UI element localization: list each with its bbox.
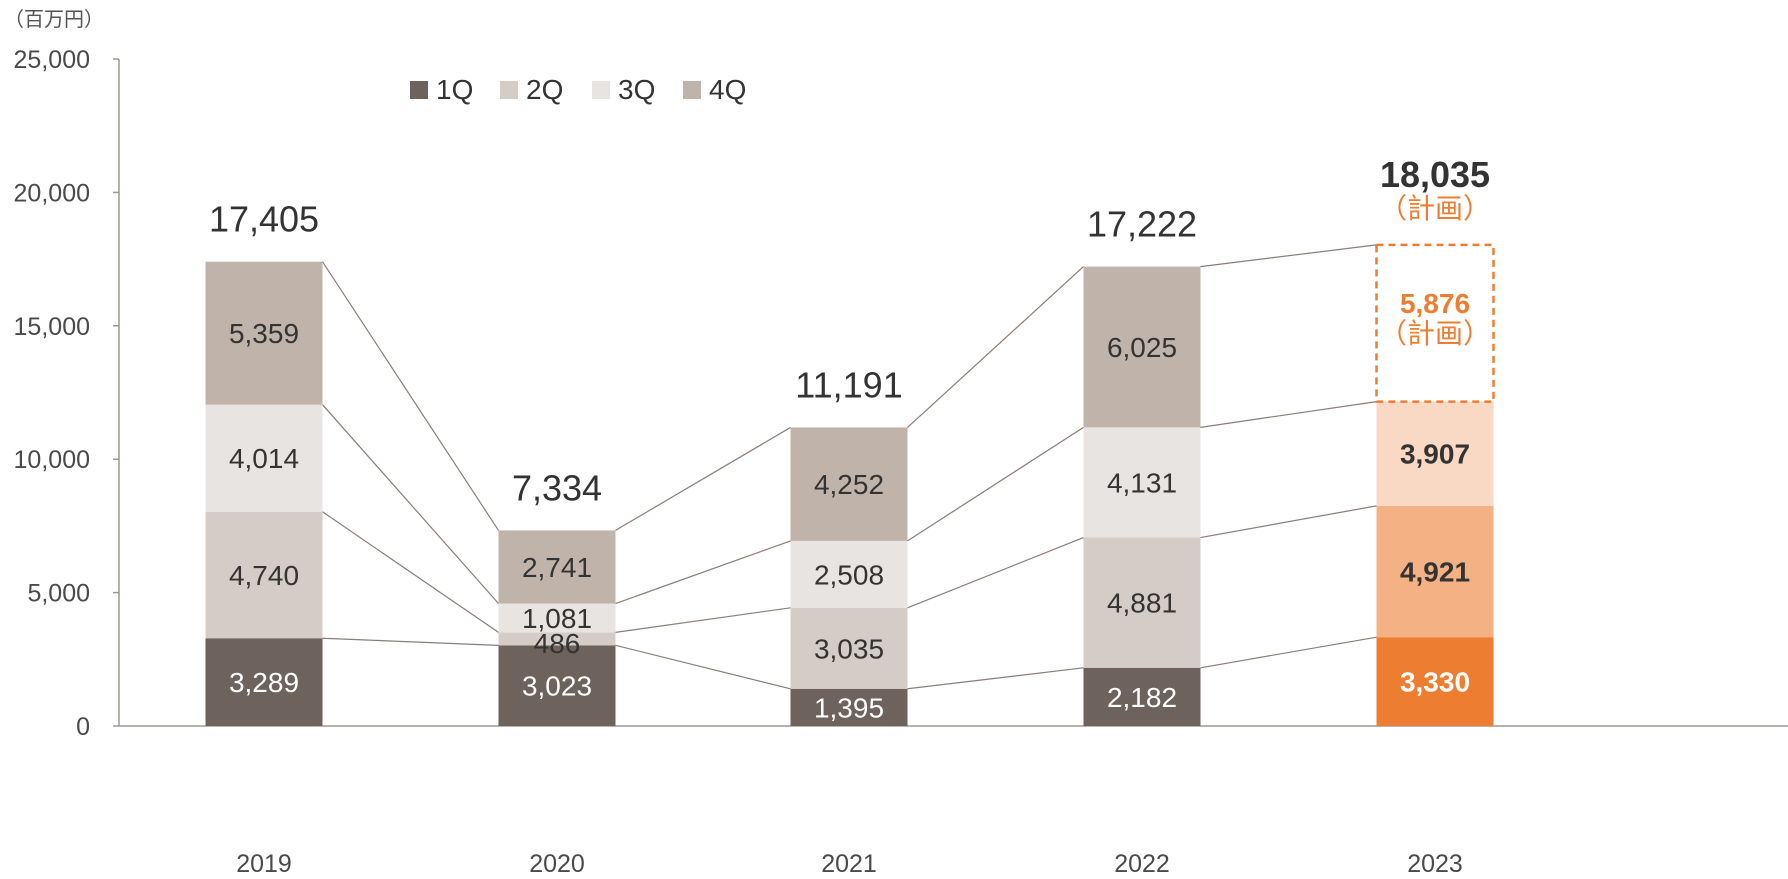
connector-2020-4Q	[615, 426, 791, 531]
bar-2023-3Q	[1376, 401, 1494, 506]
data-label-2021-3Q: 2,508	[814, 559, 884, 590]
y-tick-label: 5,000	[27, 580, 90, 608]
data-label-2021-1Q: 1,395	[814, 692, 884, 723]
data-label-2020-4Q: 2,741	[522, 552, 592, 583]
x-tick-label: 2022	[1114, 850, 1170, 878]
connector-2022-1Q	[1200, 636, 1377, 669]
bar-2022-1Q	[1083, 667, 1201, 726]
bar-2020-1Q	[498, 645, 616, 726]
legend-label-1Q: 1Q	[436, 74, 473, 105]
data-label-2019-1Q: 3,289	[229, 667, 299, 698]
bar-2021-2Q	[790, 607, 908, 689]
legend-label-4Q: 4Q	[709, 74, 746, 105]
data-label-2023-2Q: 4,921	[1400, 557, 1470, 588]
total-label-2022: 17,222	[1087, 204, 1197, 245]
data-label-2020-3Q: 1,081	[522, 603, 592, 634]
x-tick-label: 2019	[236, 850, 292, 878]
data-label-2022-3Q: 4,131	[1107, 467, 1177, 498]
bar-2019-4Q	[205, 261, 323, 405]
plan-note-4q: （計画）	[1379, 318, 1491, 349]
data-label-2023-4Q: 5,876	[1400, 288, 1470, 319]
connector-2021-2Q	[907, 537, 1084, 609]
legend-label-3Q: 3Q	[618, 74, 655, 105]
total-label-2019: 17,405	[209, 199, 319, 240]
connector-2021-1Q	[907, 667, 1084, 690]
x-tick-label: 2021	[821, 850, 877, 878]
y-tick-label: 10,000	[14, 446, 90, 474]
bar-2022-3Q	[1083, 427, 1201, 538]
legend-swatch-1Q	[410, 81, 428, 99]
bar-2021-3Q	[790, 540, 908, 608]
x-tick-label: 2023	[1407, 850, 1463, 878]
data-label-2019-4Q: 5,359	[229, 318, 299, 349]
data-label-2019-2Q: 4,740	[229, 560, 299, 591]
y-tick-label: 0	[76, 713, 90, 741]
bar-2022-2Q	[1083, 537, 1201, 668]
legend-swatch-3Q	[592, 81, 610, 99]
total-label-2023: 18,035	[1380, 154, 1490, 195]
connector-2020-1Q	[615, 644, 791, 690]
connector-2021-4Q	[907, 266, 1084, 428]
connector-2022-2Q	[1200, 505, 1377, 539]
bar-2019-3Q	[205, 404, 323, 512]
bar-2023-1Q	[1376, 637, 1494, 726]
bar-2022-4Q	[1083, 266, 1201, 428]
connector-2022-4Q	[1200, 244, 1377, 268]
bar-2020-3Q	[498, 603, 616, 633]
data-label-2020-2Q: 486	[534, 628, 581, 659]
bar-2021-4Q	[790, 427, 908, 541]
connector-2019-2Q	[322, 511, 499, 633]
legend-swatch-2Q	[500, 81, 518, 99]
legend-label-2Q: 2Q	[526, 74, 563, 105]
data-label-2022-2Q: 4,881	[1107, 588, 1177, 619]
y-tick-label: 20,000	[14, 179, 90, 207]
connector-2020-2Q	[615, 607, 791, 633]
connector-2022-3Q	[1200, 401, 1377, 428]
connector-2019-1Q	[322, 637, 499, 646]
unit-label: （百万円）	[4, 7, 104, 31]
legend: 1Q 2Q 3Q 4Q	[410, 74, 746, 105]
legend-swatch-4Q	[683, 81, 701, 99]
connector-2020-3Q	[615, 540, 791, 605]
y-tick-label: 25,000	[14, 46, 90, 74]
bar-2020-2Q	[498, 632, 616, 646]
data-label-2021-2Q: 3,035	[814, 633, 884, 664]
bar-2021-1Q	[790, 688, 908, 726]
bar-2019-1Q	[205, 638, 323, 726]
x-tick-label: 2020	[529, 850, 585, 878]
bar-2023-2Q	[1376, 505, 1494, 638]
connector-lines	[321, 244, 1377, 690]
total-label-2021: 11,191	[795, 364, 902, 405]
data-label-2023-1Q: 3,330	[1400, 667, 1470, 698]
bar-2019-2Q	[205, 511, 323, 639]
axes: 0 5,000 10,000 15,000 20,000 25,000 2019 2020 20…	[14, 46, 1788, 878]
data-label-2020-1Q: 3,023	[522, 671, 592, 702]
data-label-2023-3Q: 3,907	[1400, 439, 1470, 470]
bars	[205, 243, 1495, 726]
y-tick-label: 15,000	[14, 313, 90, 341]
plan-note-total: （計画）	[1379, 193, 1491, 224]
connector-2019-4Q	[321, 261, 500, 531]
bar-2023-4Q	[1375, 243, 1495, 403]
connector-2019-3Q	[322, 404, 499, 604]
total-label-2020: 7,334	[512, 467, 602, 508]
data-label-2021-4Q: 4,252	[814, 469, 884, 500]
connector-2021-3Q	[907, 426, 1084, 542]
data-label-2022-4Q: 6,025	[1107, 332, 1177, 363]
data-label-2022-1Q: 2,182	[1107, 682, 1177, 713]
bar-2020-4Q	[498, 530, 616, 604]
data-label-2019-3Q: 4,014	[229, 443, 299, 474]
